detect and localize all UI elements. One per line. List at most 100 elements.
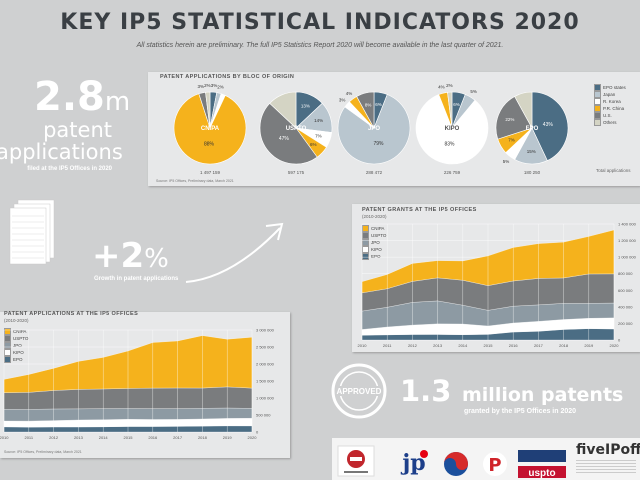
pie-total-note: Total applications — [596, 168, 631, 173]
pie-total-label: 597 175 — [288, 170, 305, 175]
pie-legend-item-r-korea: R. Korea — [594, 98, 638, 105]
applications-line1: patent — [43, 118, 112, 142]
pie-total-label: 226 759 — [444, 170, 461, 175]
x-tick-label: 2013 — [433, 343, 443, 348]
x-tick-label: 2017 — [534, 343, 544, 348]
growth-figure: +2% — [92, 236, 169, 276]
pie-office-label: EPO — [526, 126, 539, 132]
legend-label: U.S. — [603, 113, 612, 118]
y-tick-label: 400 000 — [618, 304, 633, 309]
pie-slice-uspto-others — [269, 91, 297, 129]
y-tick-label: 1 000 000 — [256, 396, 275, 401]
legend-item-jpo: JPO — [4, 342, 28, 349]
y-tick-label: 0 — [256, 430, 259, 435]
pie-legend-item-others: Others — [594, 119, 638, 126]
x-tick-label: 2010 — [0, 435, 9, 440]
applications-chart-title: PATENT APPLICATIONS AT THE IP5 OFFICES — [4, 311, 139, 317]
pie-slice-epo-u-s — [495, 96, 533, 140]
legend-item-cnipa: CNIPA — [362, 225, 386, 232]
grants-chart: 0 200 000 400 000 600 000 800 000 1 000 000 1 … — [358, 222, 637, 349]
pie-jpo: 6% 79% 3%4% 8% JPO 288 472 — [337, 91, 411, 175]
legend-item-uspto: USPTO — [4, 335, 28, 342]
y-tick-label: 0 — [618, 338, 621, 343]
x-tick-label: 2010 — [358, 343, 368, 348]
legend-label: CNIPA — [13, 329, 27, 334]
growth-arrow-icon — [185, 222, 284, 283]
legend-swatch — [594, 119, 601, 126]
y-tick-label: 1 500 000 — [256, 379, 275, 384]
applications-legend: CNIPA USPTO JPO KIPO EPO — [4, 328, 28, 363]
legend-item-uspto: USPTO — [362, 232, 386, 239]
pie-slice-label: 83% — [444, 142, 455, 148]
applications-figure: 2.8m — [34, 74, 130, 120]
legend-swatch — [594, 98, 601, 105]
x-tick-label: 2020 — [610, 343, 620, 348]
legend-swatch — [362, 239, 369, 246]
x-tick-label: 2013 — [74, 435, 84, 440]
y-tick-label: 600 000 — [618, 288, 633, 293]
legend-swatch — [4, 356, 11, 363]
growth-value: +2 — [92, 236, 145, 276]
pie-kipo: 6% 5% 83% 4% 2% KIPO 226 759 — [415, 83, 489, 175]
pie-slice-label: 7% — [508, 138, 515, 143]
growth-label: Growth in patent applications — [94, 276, 179, 282]
pie-legend-item-epo-states: EPO states — [594, 84, 638, 91]
grants-number: 1.3 — [400, 374, 452, 408]
pie-slice-label: 15% — [527, 149, 536, 154]
applications-line2: applications — [0, 140, 123, 164]
pie-slice-label: 2% — [446, 83, 453, 88]
pie-slice-label: 3% — [339, 97, 346, 102]
legend-swatch — [594, 91, 601, 98]
applications-number: 2.8 — [34, 74, 105, 120]
pie-slice-kipo-r-korea — [415, 94, 489, 165]
pie-slice-label: 2% — [217, 84, 224, 89]
jpo-logo-icon: jp — [400, 450, 428, 476]
pie-epo: 43% 15% 5% 7% 22% EPO 180 250 — [495, 91, 569, 175]
pie-slice-label: 6% — [375, 102, 382, 107]
legend-swatch — [594, 112, 601, 119]
pie-slice-epo-epo-states — [531, 91, 569, 161]
legend-label: KIPO — [371, 247, 382, 252]
pie-slice-label: 43% — [543, 122, 554, 128]
fiveipoffices-brand: fiveIPoffi — [576, 442, 640, 458]
grants-title: PATENT GRANTS AT THE IP5 OFFICES — [362, 207, 477, 213]
pie-office-label: USPTO — [286, 126, 307, 132]
legend-label: P.R. China — [603, 106, 625, 111]
x-tick-label: 2015 — [124, 435, 134, 440]
legend-swatch — [594, 84, 601, 91]
page-subtitle: All statistics herein are preliminary. T… — [136, 42, 504, 49]
legend-label: EPO states — [603, 85, 626, 90]
legend-item-cnipa: CNIPA — [4, 328, 28, 335]
fiveipoffices-tagline-lines — [576, 460, 636, 474]
grants-subtitle: (2010-2020) — [362, 214, 387, 219]
pie-slice-epo-others — [514, 91, 533, 129]
x-tick-label: 2012 — [49, 435, 59, 440]
pie-slice-label: 8% — [365, 102, 372, 107]
pie-slice-label: 88% — [204, 142, 215, 148]
legend-label: EPO — [371, 254, 381, 259]
y-tick-label: 1 200 000 — [618, 238, 637, 243]
pie-slice-label: 47% — [279, 136, 290, 142]
legend-swatch — [362, 232, 369, 239]
pie-legend-item-u-s: U.S. — [594, 112, 638, 119]
y-tick-label: 200 000 — [618, 321, 633, 326]
x-tick-label: 2014 — [458, 343, 468, 348]
pie-office-label: KIPO — [445, 126, 460, 132]
pie-slice-label: 7% — [315, 134, 322, 139]
pie-slice-cnipa-p-r-china — [173, 93, 247, 165]
approved-stamp-icon: APPROVED — [331, 363, 387, 419]
legend-item-jpo: JPO — [362, 239, 386, 246]
legend-label: EPO — [13, 357, 23, 362]
legend-item-kipo: KIPO — [4, 349, 28, 356]
x-tick-label: 2018 — [198, 435, 208, 440]
legend-label: USPTO — [371, 233, 387, 238]
x-tick-label: 2011 — [24, 435, 33, 440]
y-tick-label: 800 000 — [618, 271, 633, 276]
legend-label: JPO — [371, 240, 380, 245]
legend-swatch — [4, 328, 11, 335]
pie-slice-label: 6% — [310, 142, 317, 147]
grants-line2: granted by the IP5 Offices in 2020 — [464, 408, 577, 415]
applications-chart-subtitle: (2010-2020) — [4, 318, 29, 323]
pie-slice-label: 3% — [197, 84, 204, 89]
